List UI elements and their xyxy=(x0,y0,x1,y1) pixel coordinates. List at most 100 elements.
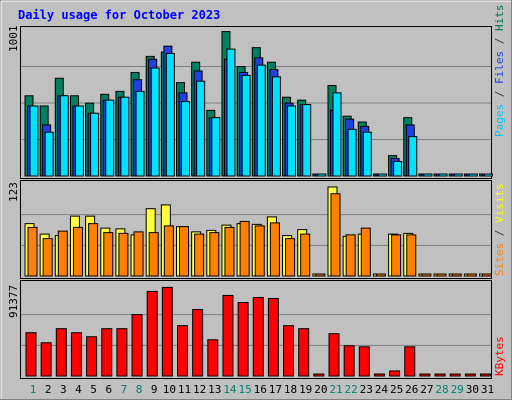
bar-kbytes-day-23 xyxy=(358,346,370,377)
x-tick-label-day-7: 7 xyxy=(121,383,128,396)
bar-kbytes-day-21 xyxy=(328,333,340,377)
bar-pages-day-24 xyxy=(377,173,387,177)
bar-pages-day-15 xyxy=(241,74,251,177)
bar-kbytes-day-16 xyxy=(252,296,264,377)
bar-pages-day-29 xyxy=(453,173,463,177)
bar-kbytes-day-22 xyxy=(343,345,355,377)
legend-part-1-2: Visits xyxy=(493,183,506,223)
bar-kbytes-day-13 xyxy=(207,339,219,377)
x-tick-label-day-8: 8 xyxy=(136,383,143,396)
legend-visits-sites: Sites / Visits xyxy=(493,183,506,276)
ymax-label-hits: 1001 xyxy=(7,26,20,53)
bar-sites-day-18 xyxy=(285,238,296,277)
x-tick-label-day-23: 23 xyxy=(360,383,373,396)
x-tick-label-day-17: 17 xyxy=(269,383,282,396)
bars xyxy=(24,31,493,377)
bar-sites-day-5 xyxy=(88,223,99,277)
bar-sites-day-22 xyxy=(345,234,356,277)
bar-sites-day-31 xyxy=(482,273,492,277)
x-tick-label-day-13: 13 xyxy=(208,383,221,396)
bar-kbytes-day-10 xyxy=(161,286,173,377)
bar-sites-day-20 xyxy=(315,273,326,277)
bar-pages-day-17 xyxy=(271,76,281,177)
bar-kbytes-day-12 xyxy=(192,309,204,377)
bar-sites-day-2 xyxy=(42,238,53,277)
legend-hits-files-pages: Pages / Files / Hits xyxy=(493,5,506,138)
bar-pages-day-9 xyxy=(150,67,160,177)
bar-sites-day-28 xyxy=(436,273,447,277)
legend-part-2-0: KBytes xyxy=(493,336,506,376)
bar-kbytes-day-28 xyxy=(434,373,446,377)
bar-pages-day-4 xyxy=(74,105,84,177)
bar-sites-day-12 xyxy=(194,233,205,277)
bar-pages-day-1 xyxy=(29,105,39,177)
bar-sites-day-24 xyxy=(375,273,386,277)
x-tick-label-day-25: 25 xyxy=(390,383,403,396)
bar-kbytes-day-27 xyxy=(419,373,431,377)
bar-pages-day-23 xyxy=(362,131,372,177)
x-tick-label-day-26: 26 xyxy=(405,383,418,396)
bar-kbytes-day-25 xyxy=(389,370,401,377)
x-tick-label-day-20: 20 xyxy=(314,383,327,396)
x-axis-day-labels: 1 2 3 4 5 6 7 8 9 10 11 12 13 14 15 16 17 18 19 20 21 22 23 24 2… xyxy=(30,383,494,396)
x-tick-label-day-24: 24 xyxy=(375,383,389,396)
bar-pages-day-25 xyxy=(393,160,403,177)
bar-pages-day-5 xyxy=(90,112,100,177)
x-tick-label-day-9: 9 xyxy=(151,383,158,396)
bar-kbytes-day-14 xyxy=(222,294,234,377)
bar-pages-day-27 xyxy=(423,173,433,177)
bar-sites-day-4 xyxy=(72,226,83,277)
x-tick-label-day-18: 18 xyxy=(284,383,297,396)
bar-sites-day-27 xyxy=(421,273,432,277)
bar-sites-day-15 xyxy=(239,220,250,277)
legend-part-1-1: / xyxy=(493,223,506,243)
bar-kbytes-day-18 xyxy=(283,325,295,377)
bar-pages-day-13 xyxy=(211,117,221,177)
bar-kbytes-day-9 xyxy=(146,290,158,377)
bar-pages-day-20 xyxy=(317,173,327,177)
bar-kbytes-day-20 xyxy=(313,373,325,377)
bar-kbytes-day-11 xyxy=(177,325,188,377)
legend-part-0-1: / xyxy=(493,84,506,104)
bar-kbytes-day-8 xyxy=(131,314,143,377)
legend-part-0-4: Hits xyxy=(493,5,506,32)
bar-kbytes-day-7 xyxy=(116,328,128,377)
bar-pages-day-16 xyxy=(256,64,266,177)
bar-kbytes-day-19 xyxy=(298,328,310,377)
bar-pages-day-18 xyxy=(287,105,297,177)
x-tick-label-day-29: 29 xyxy=(451,383,464,396)
bar-pages-day-6 xyxy=(105,99,115,177)
bar-kbytes-day-2 xyxy=(40,342,52,377)
ymax-label-kbytes: 91377 xyxy=(7,285,20,318)
bar-kbytes-day-17 xyxy=(267,297,279,377)
bar-sites-day-14 xyxy=(224,226,235,277)
x-tick-label-day-2: 2 xyxy=(45,383,52,396)
x-tick-label-day-3: 3 xyxy=(60,383,67,396)
x-tick-label-day-12: 12 xyxy=(193,383,206,396)
bar-sites-day-21 xyxy=(330,193,341,277)
bar-kbytes-day-30 xyxy=(464,373,476,377)
bar-pages-day-14 xyxy=(226,48,236,177)
x-tick-label-day-31: 31 xyxy=(481,383,494,396)
bar-pages-day-2 xyxy=(44,131,54,177)
x-tick-label-day-1: 1 xyxy=(30,383,37,396)
x-tick-label-day-10: 10 xyxy=(163,383,176,396)
bar-sites-day-25 xyxy=(391,234,402,277)
x-tick-label-day-6: 6 xyxy=(105,383,112,396)
bar-pages-day-10 xyxy=(165,52,175,177)
bar-sites-day-9 xyxy=(148,232,159,277)
x-tick-label-day-11: 11 xyxy=(178,383,191,396)
bar-pages-day-8 xyxy=(135,90,145,177)
bar-pages-day-26 xyxy=(408,136,418,177)
bar-pages-day-11 xyxy=(181,101,190,177)
bar-sites-day-17 xyxy=(269,222,280,277)
bar-sites-day-13 xyxy=(209,232,220,277)
bar-pages-day-12 xyxy=(196,80,206,177)
bar-kbytes-day-31 xyxy=(480,373,491,377)
bar-kbytes-day-15 xyxy=(237,302,249,377)
bar-pages-day-21 xyxy=(332,92,342,177)
legend-part-0-3: / xyxy=(493,31,506,51)
bar-kbytes-day-24 xyxy=(373,373,385,377)
bar-kbytes-day-5 xyxy=(86,336,98,377)
